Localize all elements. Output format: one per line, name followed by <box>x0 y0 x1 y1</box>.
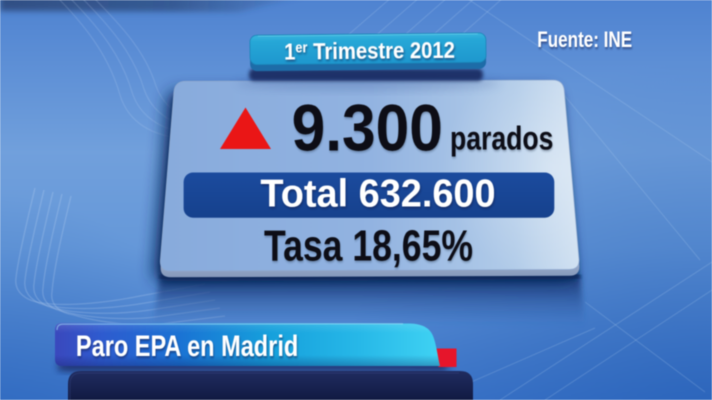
svg-text:Paro EPA en Madrid: Paro EPA en Madrid <box>76 329 298 362</box>
svg-text:Fuente: INE: Fuente: INE <box>537 28 632 53</box>
svg-text:Total 632.600: Total 632.600 <box>260 172 495 216</box>
svg-text:9.300: 9.300 <box>292 92 443 165</box>
svg-text:Tasa 18,65%: Tasa 18,65% <box>264 222 473 270</box>
svg-text:parados: parados <box>450 121 553 157</box>
svg-text:1er Trimestre 2012: 1er Trimestre 2012 <box>284 37 455 65</box>
